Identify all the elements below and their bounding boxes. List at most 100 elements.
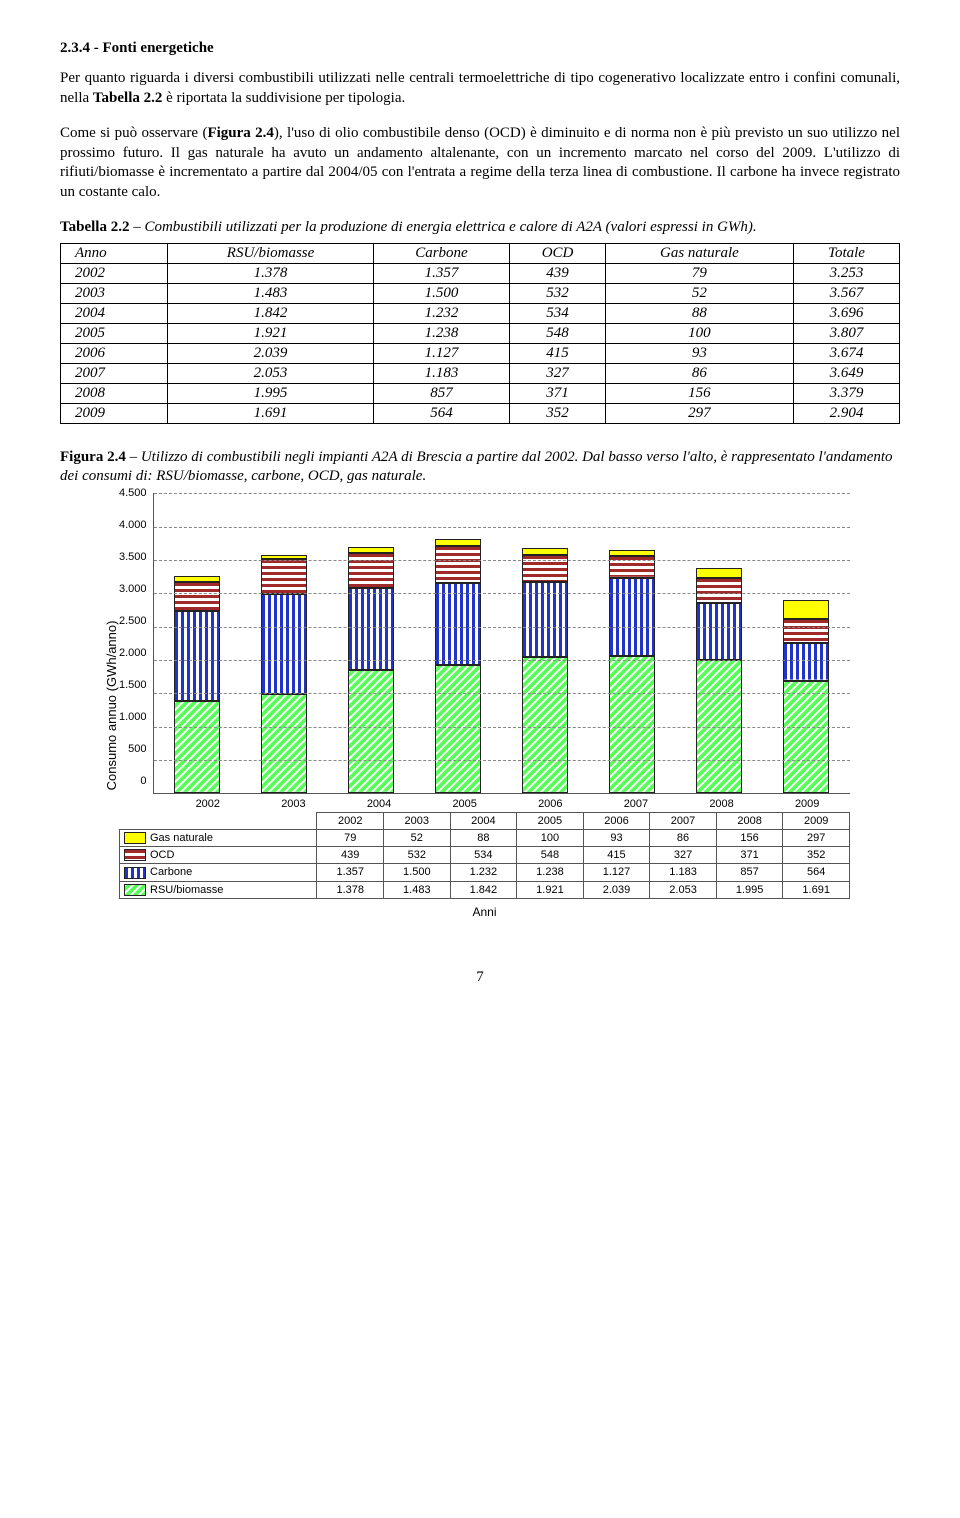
table-caption: Tabella 2.2 – Combustibili utilizzati pe… [60, 218, 900, 237]
caption-lead: Figura 2.4 [60, 449, 126, 465]
legend-value: 1.500 [384, 864, 451, 881]
bar-segment-carbone [435, 583, 481, 666]
y-axis-label: Consumo annuo (GWh/anno) [100, 493, 119, 918]
bar [348, 547, 394, 793]
legend-value: 52 [384, 830, 451, 847]
table-cell: 297 [605, 403, 793, 423]
table-cell: 1.483 [168, 283, 373, 303]
legend-value: 415 [583, 847, 650, 864]
bar-segment-gas [696, 568, 742, 578]
table-cell: 1.357 [373, 263, 510, 283]
legend-year: 2007 [650, 813, 717, 830]
y-tick: 4.000 [119, 519, 147, 531]
table-cell: 3.567 [793, 283, 899, 303]
x-category: 2008 [679, 794, 765, 810]
table-header: RSU/biomasse [168, 243, 373, 263]
table-cell: 2007 [61, 363, 168, 383]
bar-segment-rsu [261, 694, 307, 793]
legend-year: 2009 [783, 813, 850, 830]
bar-segment-carbone [348, 588, 394, 670]
table-row: 20081.9958573711563.379 [61, 383, 900, 403]
legend-value: 297 [783, 830, 850, 847]
table-cell: 1.500 [373, 283, 510, 303]
x-category: 2005 [422, 794, 508, 810]
bar-segment-ocd [261, 559, 307, 594]
legend-year: 2008 [716, 813, 783, 830]
ref-figure: Figura 2.4 [207, 125, 273, 141]
table-row: 20051.9211.2385481003.807 [61, 323, 900, 343]
legend-value: 1.238 [517, 864, 584, 881]
table-header: Gas naturale [605, 243, 793, 263]
table-cell: 2004 [61, 303, 168, 323]
figure-caption: Figura 2.4 – Utilizzo di combustibili ne… [60, 448, 900, 486]
legend-row: Carbone1.3571.5001.2321.2381.1271.183857… [120, 864, 850, 881]
legend-value: 1.483 [384, 881, 451, 898]
table-cell: 52 [605, 283, 793, 303]
paragraph-2: Come si può osservare (Figura 2.4), l'us… [60, 124, 900, 202]
table-cell: 2.053 [168, 363, 373, 383]
bar [522, 548, 568, 793]
table-cell: 415 [510, 343, 606, 363]
y-tick: 1.500 [119, 679, 147, 691]
legend-value: 1.691 [783, 881, 850, 898]
bar-segment-rsu [174, 701, 220, 793]
y-tick: 3.500 [119, 551, 147, 563]
bar-segment-gas [783, 600, 829, 620]
bar [261, 555, 307, 793]
bar [609, 550, 655, 793]
table-cell: 3.696 [793, 303, 899, 323]
bar-segment-carbone [174, 611, 220, 701]
legend-value: 439 [317, 847, 384, 864]
y-tick: 0 [140, 775, 146, 787]
legend-series-label: OCD [120, 847, 317, 864]
x-categories: 20022003200420052006200720082009 [165, 794, 850, 810]
legend-value: 371 [716, 847, 783, 864]
legend-value: 1.995 [716, 881, 783, 898]
table-cell: 1.232 [373, 303, 510, 323]
table-header: OCD [510, 243, 606, 263]
y-tick: 2.500 [119, 615, 147, 627]
table-cell: 79 [605, 263, 793, 283]
table-cell: 3.649 [793, 363, 899, 383]
legend-value: 100 [517, 830, 584, 847]
bar-segment-carbone [696, 603, 742, 660]
legend-value: 86 [650, 830, 717, 847]
legend-value: 2.039 [583, 881, 650, 898]
table-cell: 88 [605, 303, 793, 323]
legend-value: 156 [716, 830, 783, 847]
legend-value: 564 [783, 864, 850, 881]
legend-value: 534 [450, 847, 517, 864]
table-cell: 1.921 [168, 323, 373, 343]
table-cell: 548 [510, 323, 606, 343]
y-tick: 2.000 [119, 647, 147, 659]
text: è riportata la suddivisione per tipologi… [162, 90, 405, 106]
legend-value: 1.232 [450, 864, 517, 881]
legend-year: 2006 [583, 813, 650, 830]
legend-value: 327 [650, 847, 717, 864]
legend-value: 532 [384, 847, 451, 864]
legend-value: 1.842 [450, 881, 517, 898]
table-cell: 2002 [61, 263, 168, 283]
bar-segment-rsu [783, 681, 829, 794]
legend-value: 93 [583, 830, 650, 847]
legend-value: 88 [450, 830, 517, 847]
legend-year: 2005 [517, 813, 584, 830]
caption-lead: Tabella 2.2 [60, 219, 129, 235]
table-cell: 2003 [61, 283, 168, 303]
bar-segment-carbone [783, 643, 829, 681]
table-cell: 2006 [61, 343, 168, 363]
table-row: 20031.4831.500532523.567 [61, 283, 900, 303]
table-cell: 3.674 [793, 343, 899, 363]
table-cell: 857 [373, 383, 510, 403]
bar-segment-ocd [522, 555, 568, 583]
legend-value: 79 [317, 830, 384, 847]
bar-segment-ocd [174, 582, 220, 611]
bar-segment-rsu [522, 657, 568, 793]
y-tick: 1.000 [119, 711, 147, 723]
legend-year: 2003 [384, 813, 451, 830]
table-row: 20041.8421.232534883.696 [61, 303, 900, 323]
data-table: AnnoRSU/biomasseCarboneOCDGas naturaleTo… [60, 243, 900, 424]
table-cell: 352 [510, 403, 606, 423]
legend-value: 352 [783, 847, 850, 864]
ref-table: Tabella 2.2 [93, 90, 162, 106]
